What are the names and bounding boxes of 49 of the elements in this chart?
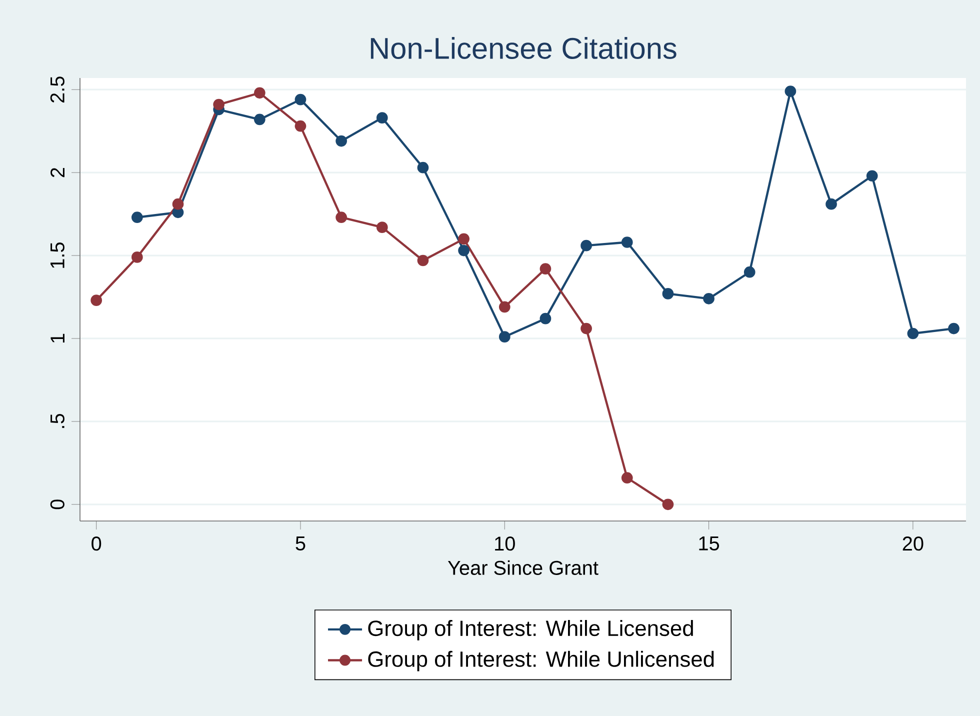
point <box>826 198 837 210</box>
point <box>376 222 388 233</box>
point <box>417 162 429 174</box>
x-tick-label: 20 <box>902 536 924 551</box>
x-axis-title: Year Since Grant <box>448 560 598 575</box>
point <box>90 294 102 306</box>
point <box>417 254 429 266</box>
point <box>498 301 510 313</box>
y-tick-label: 0 <box>50 500 64 510</box>
point <box>376 112 388 124</box>
y-tick-label: 2 <box>50 168 64 178</box>
chart-title: Non-Licensee Citations <box>370 37 676 59</box>
point <box>703 292 714 304</box>
x-tick-label: 15 <box>699 536 720 550</box>
point <box>540 312 552 324</box>
point <box>744 266 756 278</box>
point <box>662 288 674 300</box>
point <box>213 98 224 110</box>
point <box>621 236 633 248</box>
point <box>336 135 347 147</box>
point <box>784 86 796 97</box>
point <box>458 233 470 245</box>
point <box>254 114 266 126</box>
x-tick-label: 5 <box>296 536 306 550</box>
point <box>948 322 960 334</box>
point <box>662 498 674 510</box>
point <box>254 87 266 99</box>
point <box>294 120 306 132</box>
point <box>172 198 184 210</box>
legend-label: Group of Interest: While Unlicensed <box>368 650 714 672</box>
legend-label: Group of Interest: While Licensed <box>368 620 693 640</box>
point <box>498 331 510 342</box>
point <box>621 472 633 484</box>
y-tick-label: 1.5 <box>50 242 64 268</box>
point <box>131 252 143 263</box>
y-tick-label: 2.5 <box>50 76 64 102</box>
point <box>131 212 143 224</box>
point <box>580 322 592 334</box>
point <box>866 170 878 182</box>
point <box>907 328 919 340</box>
point <box>294 94 306 106</box>
y-tick-label: .5 <box>50 414 64 428</box>
x-tick-label: 10 <box>495 536 515 551</box>
y-tick-label: 1 <box>50 334 64 342</box>
point <box>580 240 592 252</box>
point <box>336 212 347 224</box>
x-tick-label: 0 <box>92 536 102 551</box>
point <box>540 263 552 274</box>
point <box>458 244 470 256</box>
